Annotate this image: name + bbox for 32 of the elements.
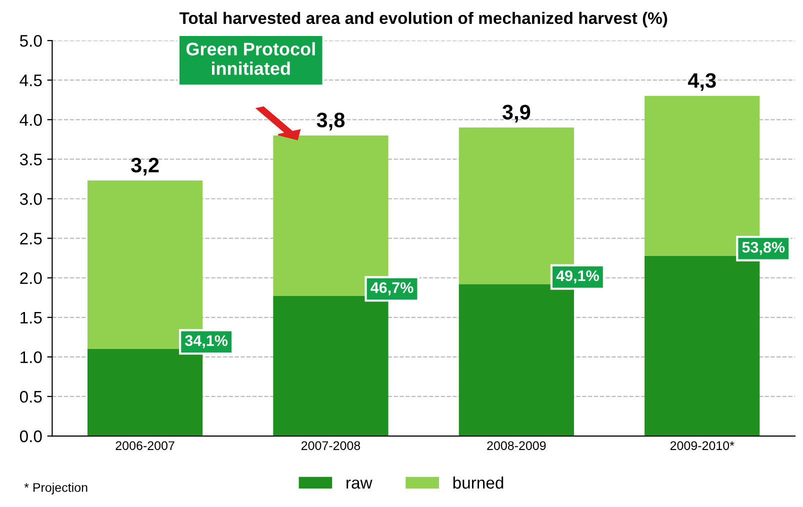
x-tick-label: 2007-2008	[301, 441, 360, 450]
annotation: 34,1%	[185, 335, 228, 348]
y-tick-label: 1.0	[20, 351, 42, 364]
legend-label: burned	[453, 476, 504, 489]
y-tick-label: 0.0	[20, 430, 42, 442]
x-tick-label: 2006-2007	[116, 441, 174, 450]
annotation: 46,7%	[370, 282, 414, 296]
annotation: 49,1%	[556, 270, 599, 284]
y-tick-label: 2.0	[20, 272, 42, 284]
y-tick-label: 0.5	[20, 390, 42, 403]
y-tick-label: 5.0	[20, 34, 42, 47]
total-label: 3,8	[316, 112, 345, 130]
total-label: 3,2	[131, 158, 159, 176]
y-tick-label: 4.5	[20, 74, 42, 86]
x-tick-label: 2008-2009	[487, 441, 546, 450]
y-tick-label: 1.5	[20, 312, 42, 324]
y-tick-label: 3.0	[20, 193, 42, 205]
y-tick-label: 4.0	[20, 114, 42, 126]
total-label: 4,3	[688, 73, 716, 91]
bar	[87, 349, 203, 436]
x-tick-label: 2009-2010*	[670, 441, 734, 450]
total-label: 3,9	[502, 104, 530, 123]
bar	[458, 284, 574, 436]
text: * Projection	[24, 482, 88, 494]
annotation: Green Protocol innitiated	[186, 42, 315, 75]
bar	[273, 296, 388, 436]
y-tick-label: 3.5	[20, 154, 42, 166]
bar	[644, 256, 760, 436]
y-tick-label: 2.5	[20, 232, 42, 244]
chart-title: Total harvested area and evolution of mechanized harvest (%)	[179, 12, 668, 28]
annotation: 53,8%	[742, 242, 785, 255]
legend-label: raw	[346, 480, 372, 489]
